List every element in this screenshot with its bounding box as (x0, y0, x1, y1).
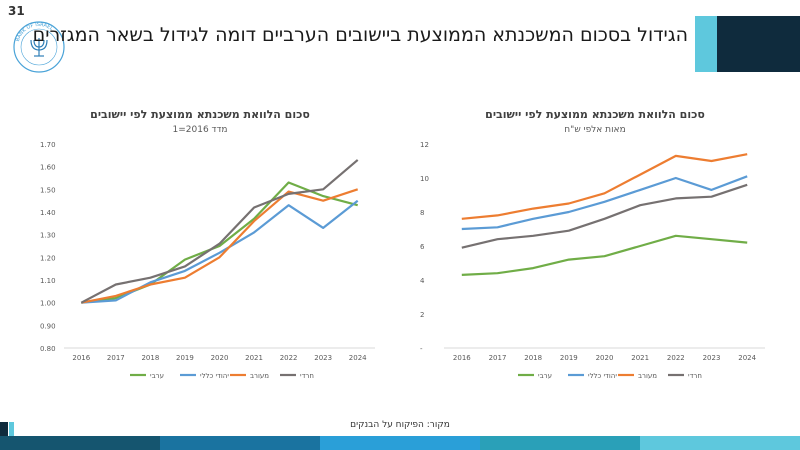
y-tick-label: 1.40 (40, 209, 56, 217)
x-tick-label: 2022 (667, 354, 685, 362)
x-tick-label: 2021 (631, 354, 649, 362)
series-line-3 (81, 188, 359, 304)
x-tick-label: 2020 (596, 354, 614, 362)
y-tick-label: 2 (420, 311, 424, 319)
slide-headline: הגידול בסכום המשכנתא הממוצעת ביישובים הע… (32, 24, 688, 46)
x-tick-label: 2018 (524, 354, 542, 362)
x-tick-label: 2024 (349, 354, 367, 362)
chart-title: סכום הלוואת משכנתא ממוצעת לפי יישובים (485, 108, 705, 121)
x-tick-label: 2017 (489, 354, 507, 362)
y-tick-label: 0.90 (40, 322, 56, 330)
series-line-3 (461, 153, 748, 220)
y-tick-label: 10 (420, 175, 429, 183)
x-tick-label: 2022 (280, 354, 298, 362)
x-tick-label: 2017 (107, 354, 125, 362)
y-tick-label: - (420, 345, 423, 353)
series-line-2 (81, 199, 359, 304)
chart-right-mortgage-amount: סכום הלוואת משכנתא ממוצעת לפי יישובים מאו… (420, 108, 765, 380)
y-tick-label: 4 (420, 277, 425, 285)
y-tick-label: 1.70 (40, 141, 56, 149)
legend-label: חרדי (300, 372, 314, 380)
y-tick-label: 1.60 (40, 164, 56, 172)
footer-segment (160, 436, 320, 450)
x-tick-label: 2024 (738, 354, 756, 362)
legend-label: ערבי (150, 372, 164, 380)
x-tick-label: 2023 (703, 354, 721, 362)
chart-subtitle: מדד 2016=1 (173, 125, 228, 135)
legend-label: מעורב (638, 372, 657, 380)
footer-segment (320, 436, 480, 450)
y-tick-label: 12 (420, 141, 429, 149)
x-tick-label: 2016 (72, 354, 90, 362)
legend-label: ערבי (538, 372, 552, 380)
x-tick-label: 2023 (314, 354, 332, 362)
y-tick-label: 1.30 (40, 232, 56, 240)
chart-left-mortgage-index: סכום הלוואת משכנתא ממוצעת לפי יישובים מדד… (40, 108, 375, 380)
footer-segment (0, 436, 160, 450)
chart-title: סכום הלוואת משכנתא ממוצעת לפי יישובים (90, 108, 310, 121)
bank-of-israel-logo: BANK OF ISRAEL (13, 21, 65, 73)
series-line-4 (80, 159, 359, 304)
y-tick-label: 0.80 (40, 345, 56, 353)
y-tick-label: 1.00 (40, 300, 56, 308)
series-line-2 (461, 175, 748, 231)
legend-label: חרדי (688, 372, 702, 380)
y-tick-label: 1.20 (40, 254, 56, 262)
source-note: מקור: הפיקוח על הבנקים (350, 420, 450, 430)
y-tick-label: 1.10 (40, 277, 56, 285)
x-tick-label: 2018 (141, 354, 159, 362)
header-accent-dark (717, 16, 800, 72)
series-line-1 (461, 234, 748, 276)
y-tick-label: 8 (420, 209, 424, 217)
x-tick-label: 2021 (245, 354, 263, 362)
corner-mark (0, 422, 14, 436)
slide-number: 31 (8, 4, 25, 18)
x-tick-label: 2020 (211, 354, 229, 362)
series-line-4 (461, 183, 748, 249)
footer-segment (640, 436, 800, 450)
x-tick-label: 2019 (560, 354, 578, 362)
legend-label: יהודי כללי (588, 372, 617, 380)
footer-color-bar (0, 436, 800, 450)
y-tick-label: 1.50 (40, 186, 56, 194)
legend-label: מעורב (250, 372, 269, 380)
header-accent-light (695, 16, 717, 72)
x-tick-label: 2019 (176, 354, 194, 362)
footer-segment (480, 436, 640, 450)
legend-label: יהודי כללי (200, 372, 229, 380)
chart-subtitle: מאות אלפי ש"ח (564, 125, 625, 135)
x-tick-label: 2016 (453, 354, 471, 362)
y-tick-label: 6 (420, 243, 425, 251)
